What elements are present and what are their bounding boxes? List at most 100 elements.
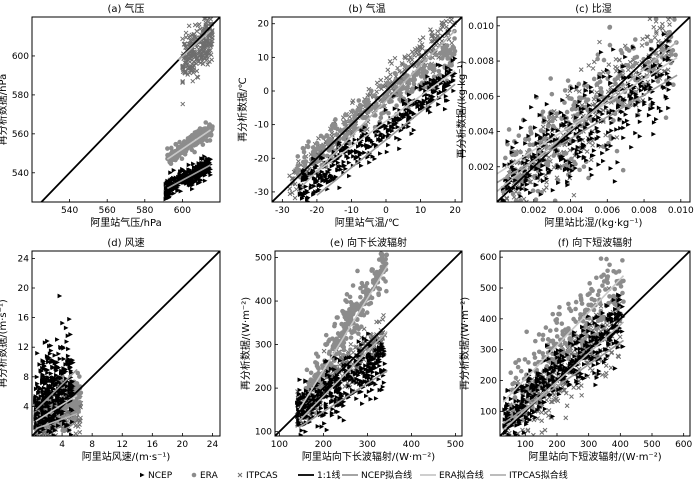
point-ncep bbox=[67, 427, 73, 433]
point-ncep bbox=[49, 375, 55, 381]
point-era bbox=[356, 331, 361, 336]
point-ncep bbox=[48, 429, 54, 435]
point-ncep bbox=[537, 112, 543, 118]
point-era bbox=[625, 63, 631, 69]
point-era bbox=[323, 342, 329, 348]
point-ncep bbox=[542, 157, 547, 163]
point-itp bbox=[525, 427, 531, 433]
point-era bbox=[581, 164, 587, 169]
point-ncep bbox=[568, 174, 573, 179]
point-era bbox=[376, 292, 381, 298]
point-ncep bbox=[570, 85, 575, 91]
point-era bbox=[354, 317, 360, 323]
point-ncep bbox=[576, 154, 582, 159]
point-ncep bbox=[350, 369, 356, 374]
point-era bbox=[75, 370, 81, 376]
point-ncep bbox=[356, 377, 362, 383]
point-itp bbox=[552, 392, 557, 398]
point-ncep bbox=[380, 384, 386, 390]
point-ncep bbox=[566, 167, 572, 172]
point-era bbox=[168, 161, 174, 167]
point-ncep bbox=[39, 369, 44, 374]
point-itp bbox=[573, 87, 579, 93]
point-ncep bbox=[55, 337, 60, 342]
point-era bbox=[530, 188, 536, 193]
point-ncep bbox=[502, 199, 508, 202]
point-ncep bbox=[305, 390, 311, 396]
point-ncep bbox=[341, 399, 347, 405]
x-tick-label: -30 bbox=[275, 206, 290, 216]
point-ncep bbox=[594, 136, 600, 142]
point-ncep bbox=[60, 320, 65, 326]
point-era bbox=[569, 156, 574, 162]
point-itp bbox=[507, 443, 511, 447]
point-itp bbox=[505, 442, 509, 446]
y-tick-label: 20 bbox=[18, 284, 30, 294]
point-ncep bbox=[39, 437, 44, 442]
point-itp bbox=[435, 28, 440, 34]
point-ncep bbox=[47, 413, 53, 418]
x-tick-label: 0.006 bbox=[594, 206, 620, 216]
point-ncep bbox=[167, 178, 173, 184]
point-ncep bbox=[544, 176, 550, 181]
point-ncep bbox=[635, 75, 641, 81]
point-ncep bbox=[364, 393, 369, 399]
y-tick-label: 12 bbox=[18, 343, 29, 353]
point-ncep bbox=[596, 129, 602, 134]
point-ncep bbox=[419, 100, 425, 106]
point-era bbox=[330, 336, 335, 341]
point-ncep bbox=[342, 147, 347, 153]
point-ncep bbox=[301, 194, 306, 199]
point-ncep bbox=[350, 387, 355, 393]
point-ncep bbox=[41, 385, 47, 391]
point-ncep bbox=[359, 128, 365, 133]
point-era bbox=[344, 112, 349, 118]
point-era bbox=[541, 129, 546, 135]
x-axis-label: 阿里站气温/℃ bbox=[335, 216, 400, 229]
point-era bbox=[437, 72, 443, 78]
point-ncep bbox=[663, 94, 669, 99]
point-itp bbox=[504, 196, 510, 202]
point-itp bbox=[73, 431, 79, 436]
point-itp bbox=[180, 67, 186, 73]
point-ncep bbox=[330, 393, 336, 399]
point-era bbox=[327, 349, 332, 355]
point-ncep bbox=[565, 179, 570, 185]
point-ncep bbox=[545, 127, 551, 133]
point-ncep bbox=[588, 107, 594, 112]
axes-frame bbox=[274, 250, 463, 437]
point-era bbox=[342, 122, 348, 127]
point-ncep bbox=[40, 440, 45, 445]
point-ncep bbox=[167, 194, 172, 200]
point-ncep bbox=[304, 188, 310, 194]
point-itp bbox=[203, 58, 209, 63]
point-era bbox=[378, 83, 383, 89]
point-ncep bbox=[416, 103, 421, 108]
point-ncep bbox=[191, 161, 196, 167]
point-era bbox=[373, 113, 378, 118]
point-ncep bbox=[604, 143, 610, 148]
point-ncep bbox=[52, 401, 58, 407]
point-itp bbox=[186, 55, 192, 60]
point-ncep bbox=[34, 422, 39, 427]
point-era bbox=[359, 324, 364, 330]
point-itp bbox=[617, 334, 623, 340]
plot-area bbox=[272, 17, 462, 202]
point-ncep bbox=[336, 382, 341, 388]
point-ncep bbox=[609, 108, 615, 114]
point-era bbox=[672, 17, 677, 22]
point-ncep bbox=[442, 74, 447, 79]
point-era bbox=[421, 67, 427, 73]
point-ncep bbox=[409, 131, 415, 137]
point-era bbox=[526, 136, 532, 142]
point-itp bbox=[600, 69, 606, 75]
point-itp bbox=[205, 18, 211, 23]
point-era bbox=[348, 299, 354, 305]
point-ncep bbox=[589, 153, 595, 159]
point-ncep bbox=[341, 418, 347, 423]
point-ncep bbox=[360, 380, 366, 386]
point-ncep bbox=[383, 107, 389, 113]
y-axis-label: 再分析数据/hPa bbox=[0, 74, 9, 145]
point-era bbox=[530, 142, 536, 148]
point-ncep bbox=[338, 396, 344, 401]
